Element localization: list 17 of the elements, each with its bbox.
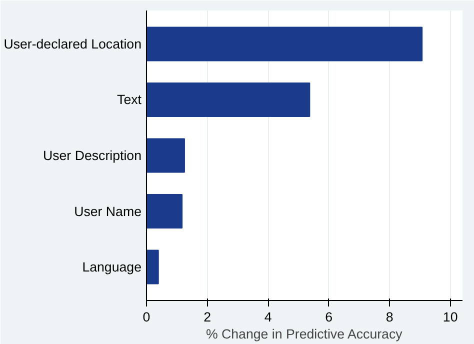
bar xyxy=(146,138,185,173)
x-tick-label: 10 xyxy=(442,310,458,324)
y-tick-label: User Description xyxy=(42,148,142,163)
x-tick-label: 6 xyxy=(325,310,333,324)
y-tick-label: Language xyxy=(82,260,142,275)
x-tick-label: 4 xyxy=(264,310,272,324)
x-tick-label: 2 xyxy=(204,310,211,324)
y-tick-label: User-declared Location xyxy=(4,36,142,52)
bar xyxy=(146,26,423,62)
y-tick-label: User Name xyxy=(74,204,142,219)
bar xyxy=(146,82,310,117)
y-tick-label: Text xyxy=(117,92,142,108)
x-tick-label: 0 xyxy=(142,310,150,324)
x-tick-label: 8 xyxy=(386,310,394,324)
bar xyxy=(146,194,183,228)
x-axis-title: % Change in Predictive Accuracy xyxy=(206,326,403,342)
bar xyxy=(146,250,159,284)
